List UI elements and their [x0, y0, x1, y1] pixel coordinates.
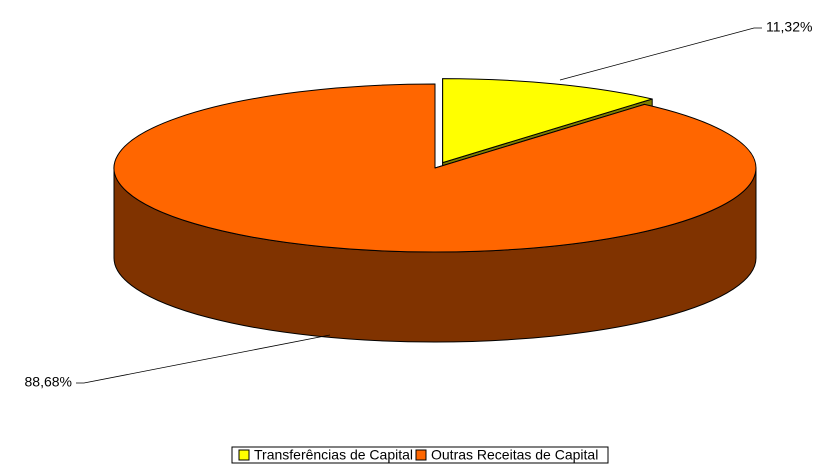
slice — [113, 83, 757, 253]
legend-label: Transferências de Capital — [254, 447, 413, 463]
leader-line — [559, 27, 762, 81]
legend-label: Outras Receitas de Capital — [431, 447, 598, 463]
legend-swatch — [415, 449, 427, 461]
value-label: 11,32% — [766, 19, 812, 35]
value-label: 88,68% — [25, 374, 72, 390]
legend-swatch — [238, 449, 250, 461]
leader-line — [76, 334, 331, 384]
slice — [442, 78, 653, 164]
